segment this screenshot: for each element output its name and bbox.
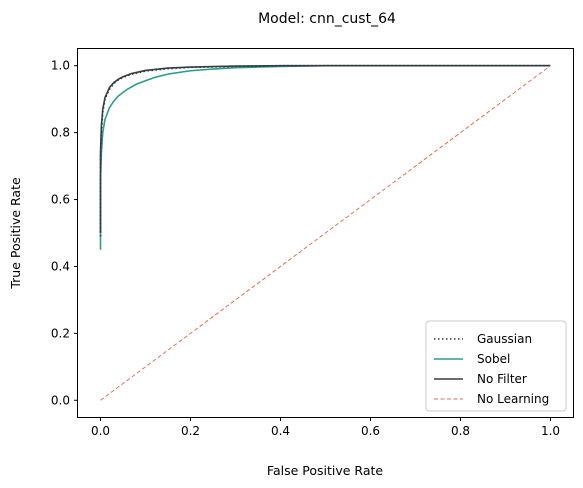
series-line-no-learning xyxy=(100,65,551,401)
legend: Gaussian Sobel No Filter No Learning xyxy=(425,320,567,412)
legend-box xyxy=(425,320,567,412)
x-tick-label: 0.6 xyxy=(361,424,380,438)
y-tick-label: 0.2 xyxy=(51,326,70,340)
y-tick-label: 0.4 xyxy=(51,259,70,273)
x-tick-label: 0.0 xyxy=(91,424,110,438)
y-tick-label: 0.6 xyxy=(51,193,70,207)
axis-ticks: 0.0 0.2 0.4 0.6 0.8 1.0 0.0 0.2 0.4 0.6 0.8 1.0 xyxy=(51,59,560,438)
legend-label-no-learning: No Learning xyxy=(477,392,549,406)
legend-label-gaussian: Gaussian xyxy=(477,332,532,346)
x-tick-label: 0.4 xyxy=(271,424,290,438)
y-tick-label: 0.0 xyxy=(51,393,70,407)
chart-title: Model: cnn_cust_64 xyxy=(258,11,396,27)
y-tick-label: 1.0 xyxy=(51,59,70,73)
x-tick-label: 0.8 xyxy=(451,424,470,438)
plot-frame xyxy=(77,48,574,418)
series-line-no-filter xyxy=(99,64,551,233)
legend-label-no-filter: No Filter xyxy=(477,372,527,386)
y-axis-label: True Positive Rate xyxy=(8,177,23,290)
x-tick-label: 0.2 xyxy=(181,424,200,438)
x-axis-label: False Positive Rate xyxy=(267,463,383,478)
plot-lines xyxy=(99,64,551,401)
series-line-sobel xyxy=(99,64,551,250)
x-tick-label: 1.0 xyxy=(541,424,560,438)
series-line-gaussian xyxy=(99,64,551,237)
y-tick-label: 0.8 xyxy=(51,126,70,140)
legend-label-sobel: Sobel xyxy=(477,352,510,366)
